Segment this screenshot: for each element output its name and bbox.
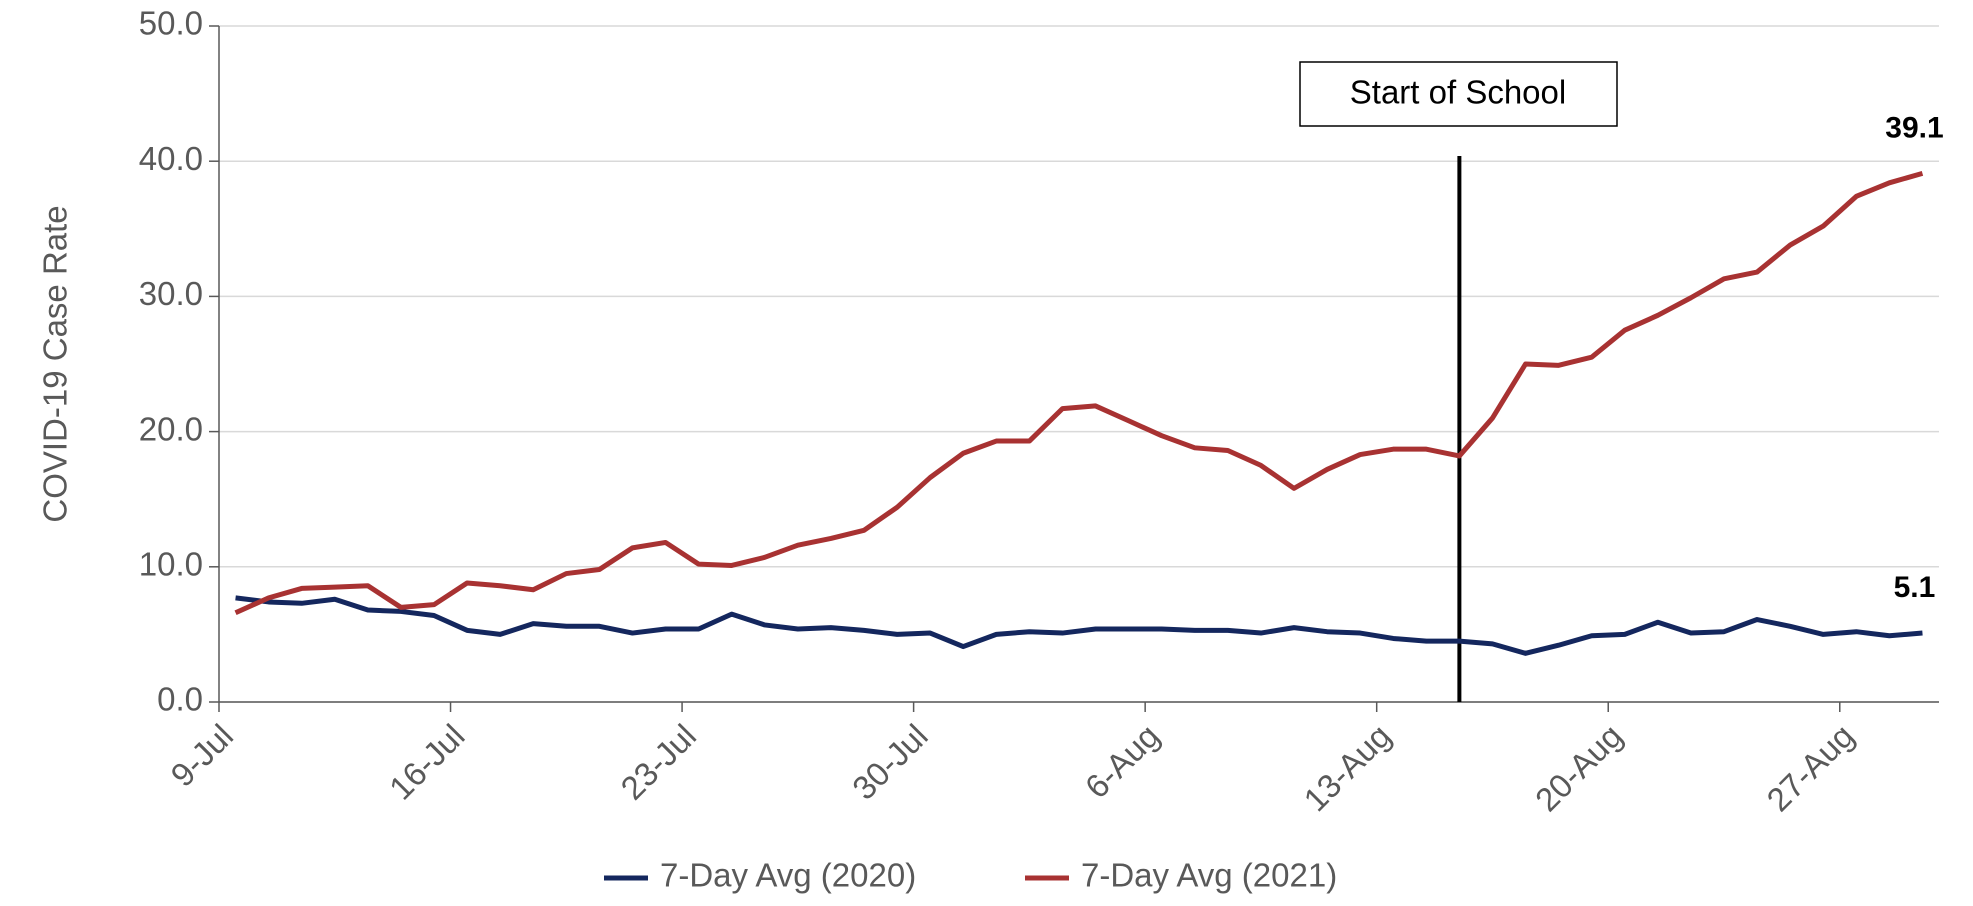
x-tick-label: 27-Aug xyxy=(1759,717,1860,818)
y-tick-label: 30.0 xyxy=(139,275,203,312)
y-tick-label: 0.0 xyxy=(157,681,203,718)
x-tick-label: 13-Aug xyxy=(1296,717,1397,818)
x-tick-label: 6-Aug xyxy=(1078,717,1166,805)
x-tick-label: 16-Jul xyxy=(382,717,472,807)
end-value-label: 5.1 xyxy=(1894,571,1936,604)
series-line xyxy=(234,170,1924,616)
series-line xyxy=(235,595,1923,656)
x-tick-label: 20-Aug xyxy=(1528,717,1629,818)
annotation-box xyxy=(1299,61,1618,127)
y-tick-label: 50.0 xyxy=(139,5,203,42)
y-tick-label: 20.0 xyxy=(139,410,203,447)
x-tick-label: 30-Jul xyxy=(845,717,935,807)
x-tick-label: 23-Jul xyxy=(613,717,703,807)
x-tick-label: 9-Jul xyxy=(163,717,240,794)
y-axis-title: COVID-19 Case Rate xyxy=(37,205,74,522)
legend-label: 7-Day Avg (2020) xyxy=(660,857,916,894)
y-tick-label: 10.0 xyxy=(139,546,203,583)
y-tick-label: 40.0 xyxy=(139,140,203,177)
legend-label: 7-Day Avg (2021) xyxy=(1081,857,1337,894)
end-value-label: 39.1 xyxy=(1885,111,1943,144)
annotation-text: Start of School xyxy=(1350,74,1566,111)
